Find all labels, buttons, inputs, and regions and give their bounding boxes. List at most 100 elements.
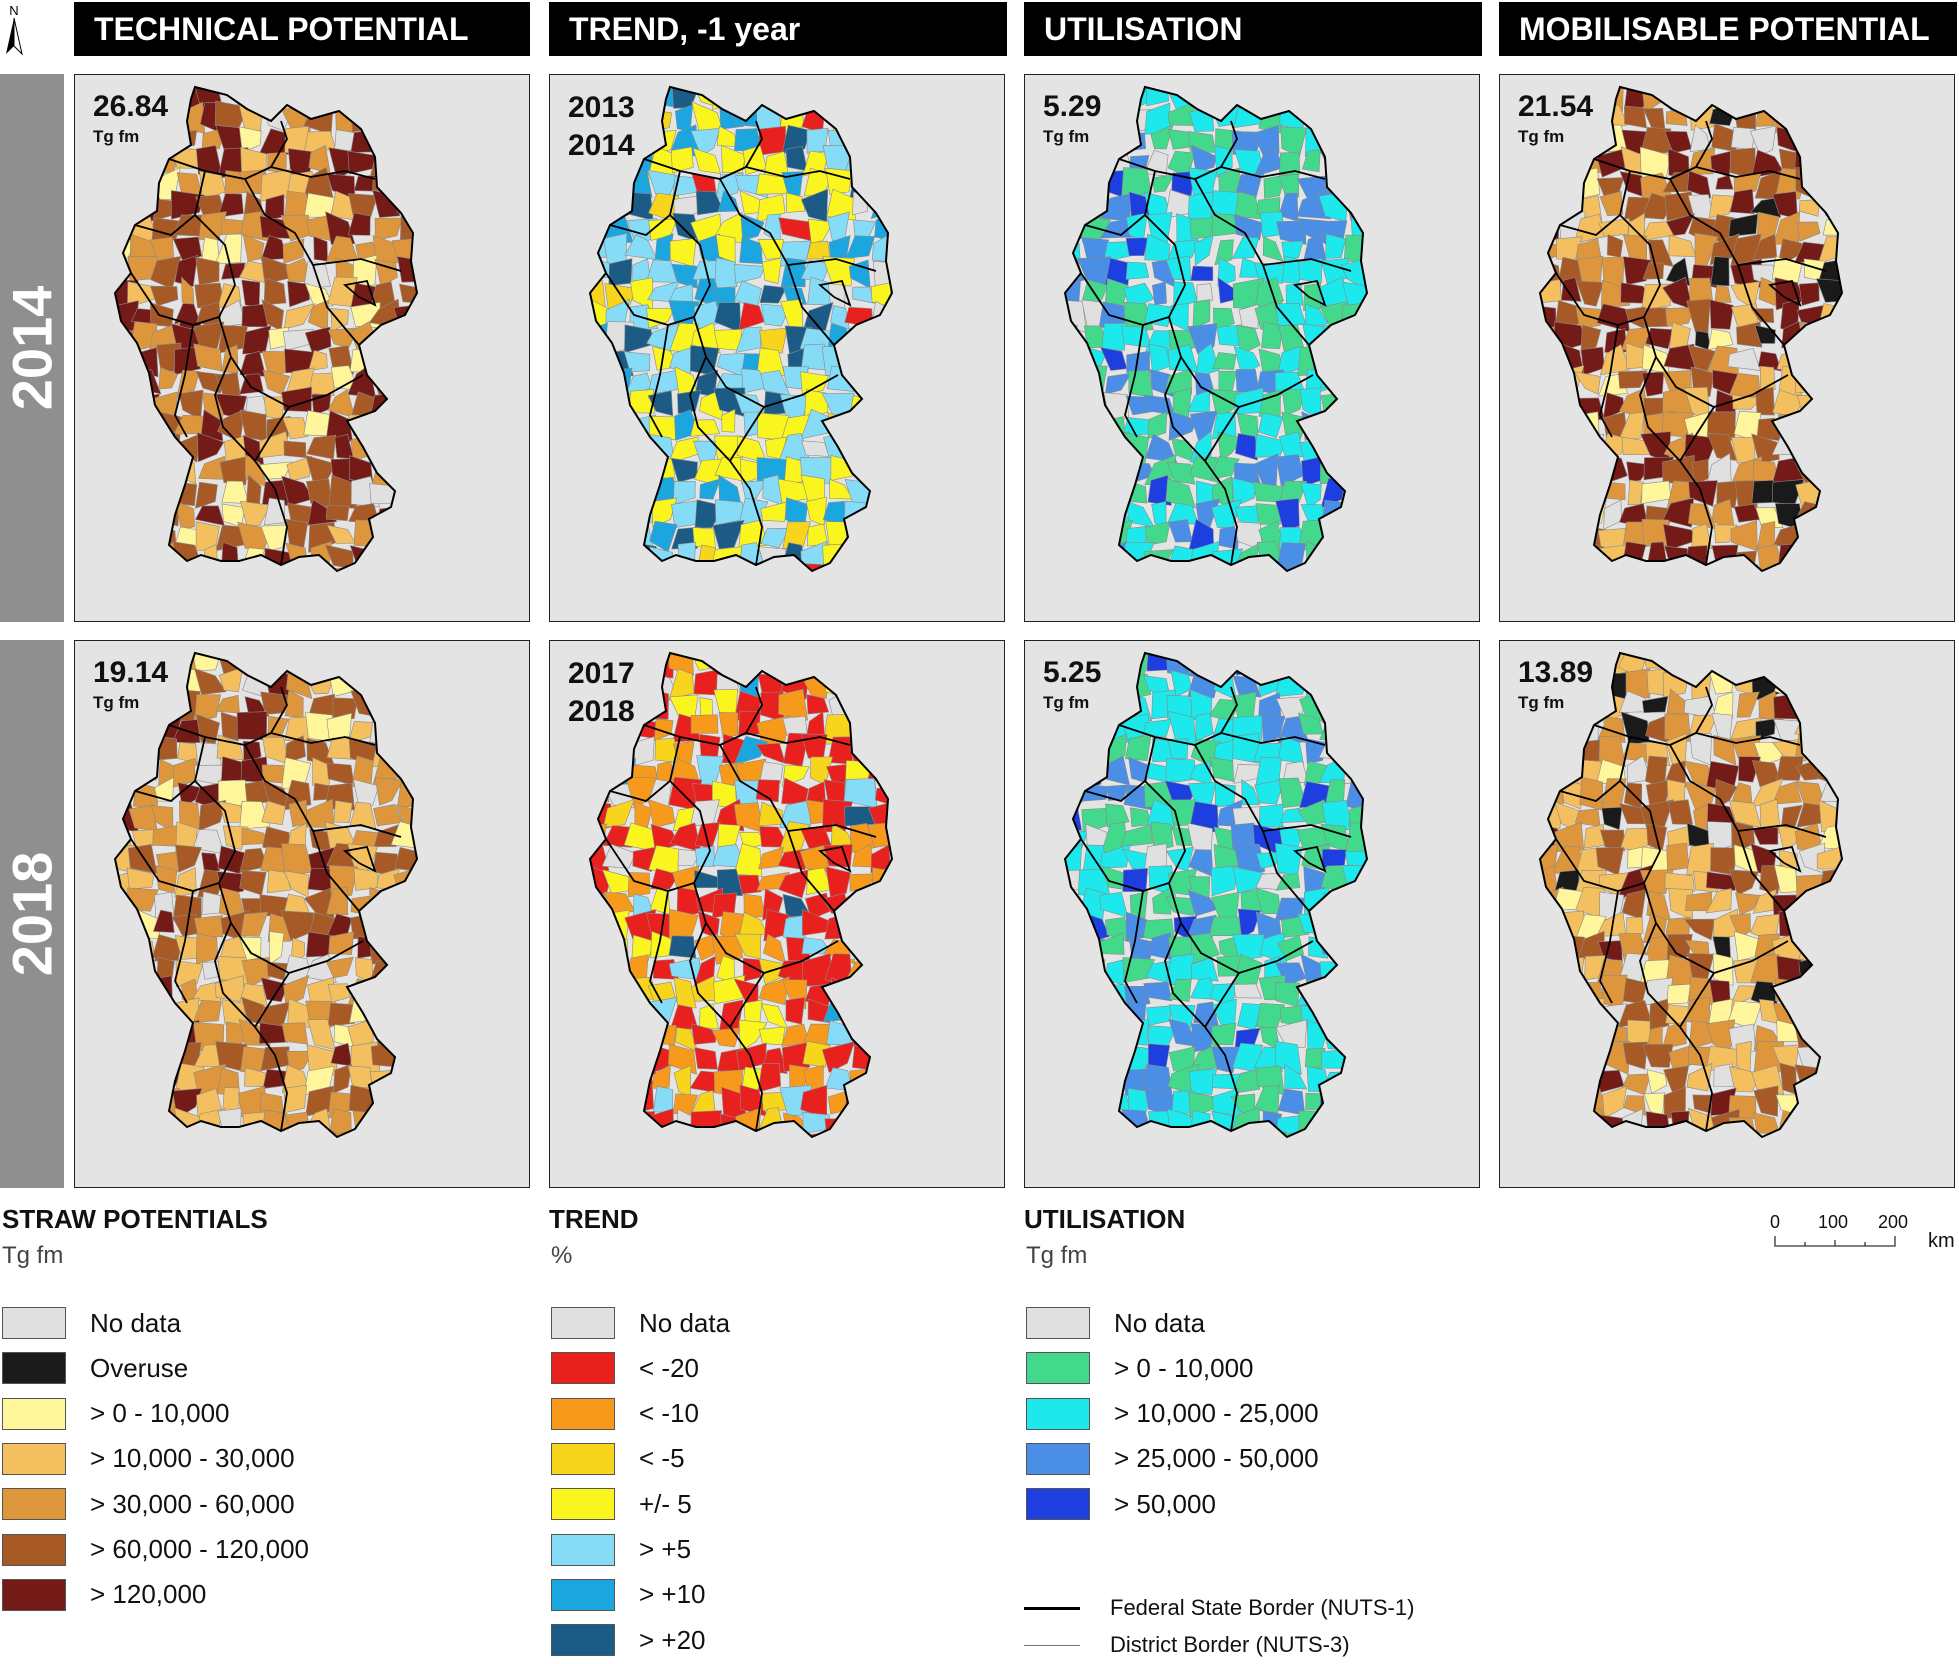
district-region [1604,455,1628,484]
district-region [1107,567,1123,571]
district-region [237,1131,269,1137]
state-border-line [1593,120,1713,180]
district-region [689,1070,720,1093]
legend-swatch [2,1397,66,1430]
district-region [1686,564,1716,571]
state-border-line [244,744,360,912]
district-region [1686,1062,1713,1092]
district-region [1080,543,1103,566]
district-region [672,175,700,197]
district-region [1804,982,1827,1006]
district-region [690,127,721,157]
district-region [1217,257,1236,287]
district-region [1577,541,1604,571]
district-region [1794,670,1822,699]
district-region [611,1018,634,1052]
north-arrow: N [4,2,24,58]
district-region [1705,1135,1736,1137]
district-region [287,280,310,308]
district-region [1555,721,1580,742]
district-region [419,1110,443,1140]
district-region [1837,1018,1842,1045]
district-region [632,846,656,872]
district-region [1838,1112,1842,1137]
legend-label: > +10 [639,1579,706,1610]
legend-label: Federal State Border (NUTS-1) [1110,1595,1415,1620]
district-region [239,870,267,896]
district-region [1795,344,1819,370]
state-border-line [719,178,835,346]
district-region [1554,496,1585,528]
district-region [602,1047,633,1074]
district-region [1190,956,1219,982]
district-region [847,935,878,961]
district-region [888,1044,892,1069]
district-region [420,520,441,545]
legend-item: > 30,000 - 60,000 [2,1487,295,1521]
district-region [195,256,220,286]
district-region [1343,737,1367,768]
panel-year-from: 2013 [568,91,635,124]
district-region [150,934,183,962]
district-region [1189,217,1215,239]
district-region [806,523,829,547]
district-region [394,1019,417,1050]
district-region [1579,776,1604,811]
district-region [1599,829,1625,852]
district-region [1065,739,1083,760]
district-region [398,1110,417,1137]
district-region [757,567,784,571]
legend-swatch [2,1442,66,1475]
district-region [851,1045,878,1072]
district-region [1844,150,1868,177]
state-border-line [1767,845,1802,873]
state-border-line [1643,316,1789,408]
district-region [260,564,287,571]
district-region [651,1064,671,1089]
district-region [400,543,417,571]
district-region [1838,520,1842,547]
district-region [1573,710,1599,745]
district-region [1236,325,1261,356]
district-region [286,455,313,482]
district-region [846,909,875,934]
district-region [1731,782,1753,804]
district-region [241,279,261,308]
state-border-line [729,406,765,462]
district-region [1366,456,1367,487]
district-region [353,779,380,808]
thin-line-swatch [1024,1644,1080,1646]
state-border-line [1737,258,1827,272]
district-region [1728,869,1759,896]
district-region [1370,219,1395,242]
district-region [1840,193,1842,222]
district-region [590,365,612,396]
district-region [1065,1086,1087,1114]
district-region [1540,167,1555,201]
district-region [420,808,440,826]
district-region [590,1068,612,1094]
district-region [394,563,416,571]
district-region [590,997,613,1028]
district-region [1823,322,1842,351]
district-region [394,847,417,872]
district-region [1369,80,1388,113]
district-region [1231,1130,1261,1137]
district-region [1065,411,1083,438]
district-region [1281,389,1305,417]
district-region [415,210,417,245]
district-region [1574,1045,1605,1075]
district-region [198,211,227,241]
district-region [627,1085,655,1116]
district-region [201,852,221,874]
district-region [844,416,874,436]
district-region [1540,352,1554,372]
district-region [115,149,135,180]
district-region [369,887,404,913]
district-region [1688,480,1718,507]
district-region [1846,259,1868,288]
district-region [894,849,921,874]
legend-label: > 30,000 - 60,000 [90,1488,295,1519]
district-region [1691,523,1713,549]
legend-label: < -5 [639,1443,685,1474]
